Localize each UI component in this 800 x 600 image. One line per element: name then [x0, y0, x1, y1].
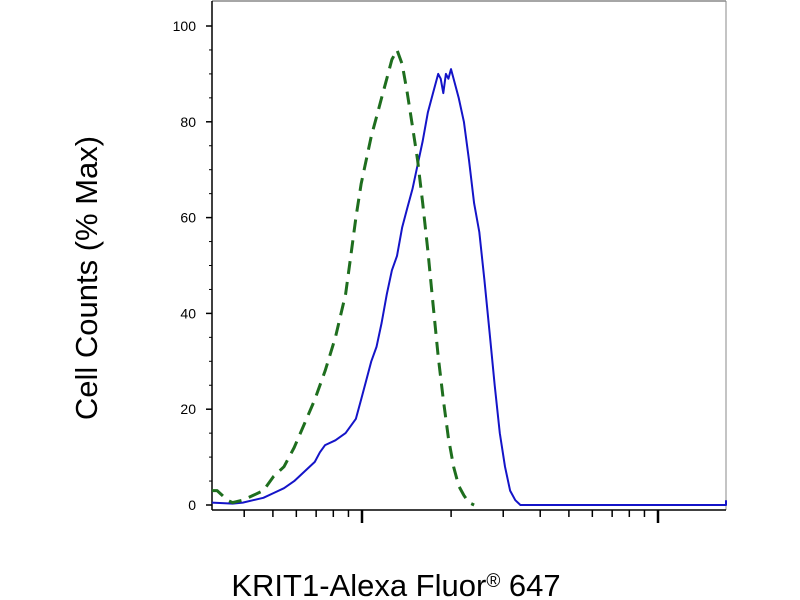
x-axis-label-registered: ®	[486, 571, 500, 592]
y-tick-label: 40	[180, 305, 196, 321]
x-axis-ticks	[243, 510, 660, 523]
series-line-solid	[211, 68, 727, 506]
series-line-dashed	[212, 48, 475, 507]
y-tick-label: 100	[173, 18, 197, 34]
y-tick-label: 80	[180, 114, 196, 130]
y-axis-ticks: 0 20 40 60 80 100	[173, 18, 212, 513]
x-axis-label: KRIT1-Alexa Fluor® 647	[231, 568, 560, 600]
series-layer	[211, 48, 727, 507]
y-tick-label: 20	[180, 401, 196, 417]
y-tick-label: 0	[188, 497, 196, 513]
x-axis-label-main: KRIT1-Alexa Fluor	[231, 568, 486, 600]
x-axis-label-tail: 647	[500, 568, 560, 600]
y-axis-label: Cell Counts (% Max)	[69, 136, 104, 420]
y-tick-label: 60	[180, 210, 196, 226]
